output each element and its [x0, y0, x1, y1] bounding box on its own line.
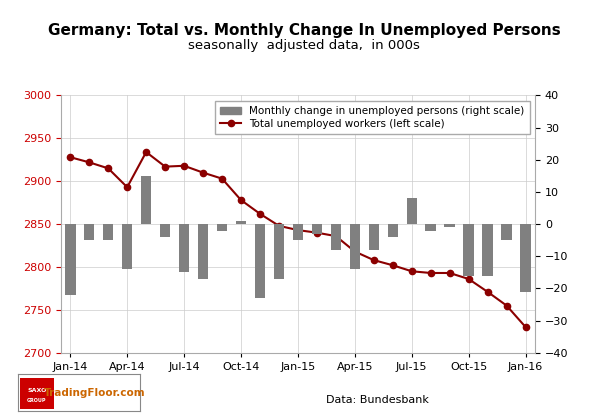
Bar — [463, 224, 474, 276]
Bar — [274, 224, 284, 279]
Bar — [236, 221, 246, 224]
Bar — [160, 224, 170, 237]
Bar — [65, 224, 75, 295]
Text: seasonally  adjusted data,  in 000s: seasonally adjusted data, in 000s — [188, 39, 420, 52]
Text: GROUP: GROUP — [27, 398, 47, 403]
Bar — [84, 224, 94, 240]
Bar — [520, 224, 531, 292]
Bar — [350, 224, 360, 269]
Bar — [426, 224, 436, 230]
Bar — [482, 224, 493, 276]
Bar — [292, 224, 303, 240]
Bar — [331, 224, 341, 250]
Legend: Monthly change in unemployed persons (right scale), Total unemployed workers (le: Monthly change in unemployed persons (ri… — [215, 101, 530, 134]
Bar — [368, 224, 379, 250]
Bar — [141, 176, 151, 224]
Bar — [502, 224, 512, 240]
Bar — [444, 224, 455, 227]
Bar — [407, 198, 417, 224]
Bar — [217, 224, 227, 230]
Text: SAXO: SAXO — [27, 388, 46, 393]
Text: TradingFloor.com: TradingFloor.com — [43, 388, 145, 398]
Bar — [122, 224, 133, 269]
Bar — [179, 224, 189, 272]
Bar — [312, 224, 322, 234]
Bar — [255, 224, 265, 298]
Text: Germany: Total vs. Monthly Change In Unemployed Persons: Germany: Total vs. Monthly Change In Une… — [47, 23, 561, 38]
Bar — [387, 224, 398, 237]
Text: Data: Bundesbank: Data: Bundesbank — [325, 395, 429, 405]
Bar — [198, 224, 209, 279]
Bar — [103, 224, 114, 240]
